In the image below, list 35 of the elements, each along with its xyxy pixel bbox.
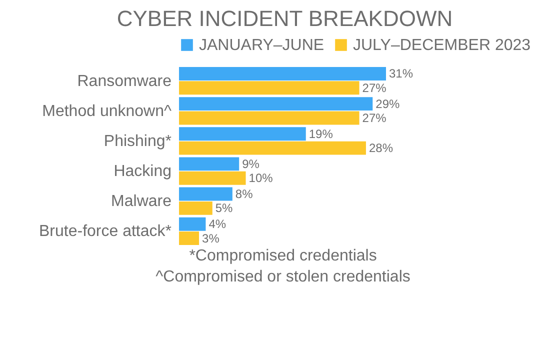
y-tick-label: Malware xyxy=(111,193,172,210)
data-label: 29% xyxy=(376,96,400,111)
chart-title: CYBER INCIDENT BREAKDOWN xyxy=(116,6,453,31)
data-label: 3% xyxy=(202,231,220,246)
y-tick-label: Ransomware xyxy=(77,72,172,90)
data-label: 5% xyxy=(215,201,234,216)
text: ^Compromised or stolen credentials xyxy=(156,268,410,286)
data-label: 27% xyxy=(362,110,387,125)
data-label: 27% xyxy=(362,80,387,95)
data-label: 8% xyxy=(235,187,254,202)
legend-label: JANUARY–JUNE xyxy=(199,37,324,54)
data-label: 10% xyxy=(248,171,274,186)
bar xyxy=(179,97,373,111)
data-label: 19% xyxy=(308,126,334,141)
y-tick-label: Hacking xyxy=(114,163,172,180)
bar xyxy=(179,81,360,95)
data-label: 9% xyxy=(242,156,260,171)
text: *Compromised credentials xyxy=(189,248,377,264)
y-tick-label: Phishing* xyxy=(104,132,172,150)
bar xyxy=(179,141,366,155)
data-label: 4% xyxy=(208,217,226,232)
bar xyxy=(179,217,206,231)
data-label: 31% xyxy=(389,66,414,81)
data-label: 28% xyxy=(368,141,394,156)
bar xyxy=(179,171,246,185)
bar xyxy=(179,67,386,80)
bar xyxy=(179,232,200,245)
y-tick-label: Brute-force attack* xyxy=(39,223,172,240)
bar xyxy=(179,157,240,171)
bar xyxy=(179,111,360,125)
y-tick-label: Method unknown^ xyxy=(42,102,172,120)
bar xyxy=(179,187,232,201)
bar xyxy=(179,127,306,141)
legend-label: JULY–DECEMBER 2023 xyxy=(353,37,531,54)
bar xyxy=(179,201,212,215)
